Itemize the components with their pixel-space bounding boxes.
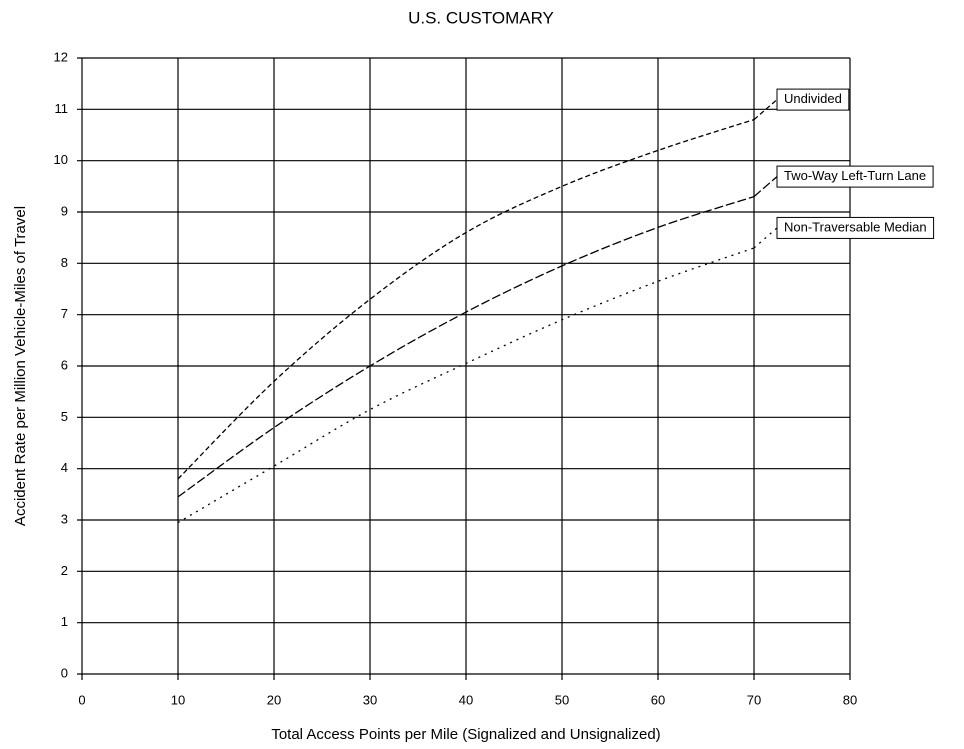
y-tick-label: 5 <box>61 409 68 424</box>
legend-box <box>776 165 934 188</box>
y-tick-label: 0 <box>61 665 68 680</box>
legend-label: Non-Traversable Median <box>784 219 927 234</box>
y-tick-label: 10 <box>54 152 68 167</box>
x-tick-label: 70 <box>747 692 761 707</box>
legend-label: Undivided <box>784 91 842 106</box>
legend-connector <box>753 99 778 121</box>
legend-connector <box>753 227 778 249</box>
y-tick-label: 3 <box>61 511 68 526</box>
legend-box <box>776 88 850 111</box>
x-axis-label: Total Access Points per Mile (Signalized… <box>271 726 660 743</box>
legend-label: Two-Way Left-Turn Lane <box>784 168 926 183</box>
x-tick-label: 80 <box>843 692 857 707</box>
series-line <box>177 195 755 498</box>
chart-title: U.S. CUSTOMARY <box>408 8 554 27</box>
y-tick-label: 1 <box>61 614 68 629</box>
y-tick-label: 9 <box>61 203 68 218</box>
series-line <box>177 247 755 524</box>
x-tick-label: 40 <box>459 692 473 707</box>
legend-box <box>776 216 935 239</box>
y-tick-label: 4 <box>61 460 68 475</box>
legend-connector <box>753 176 778 198</box>
x-tick-label: 30 <box>363 692 377 707</box>
y-tick-label: 6 <box>61 357 68 372</box>
x-tick-label: 20 <box>267 692 281 707</box>
y-tick-label: 7 <box>61 306 68 321</box>
x-tick-label: 60 <box>651 692 665 707</box>
y-tick-label: 2 <box>61 563 68 578</box>
y-tick-label: 12 <box>54 49 68 64</box>
series-line <box>177 118 755 480</box>
y-tick-label: 11 <box>55 101 69 116</box>
x-tick-label: 50 <box>555 692 569 707</box>
x-tick-label: 0 <box>78 692 85 707</box>
y-axis-label: Accident Rate per Million Vehicle-Miles … <box>12 206 29 526</box>
x-tick-label: 10 <box>171 692 185 707</box>
y-tick-label: 8 <box>61 255 68 270</box>
